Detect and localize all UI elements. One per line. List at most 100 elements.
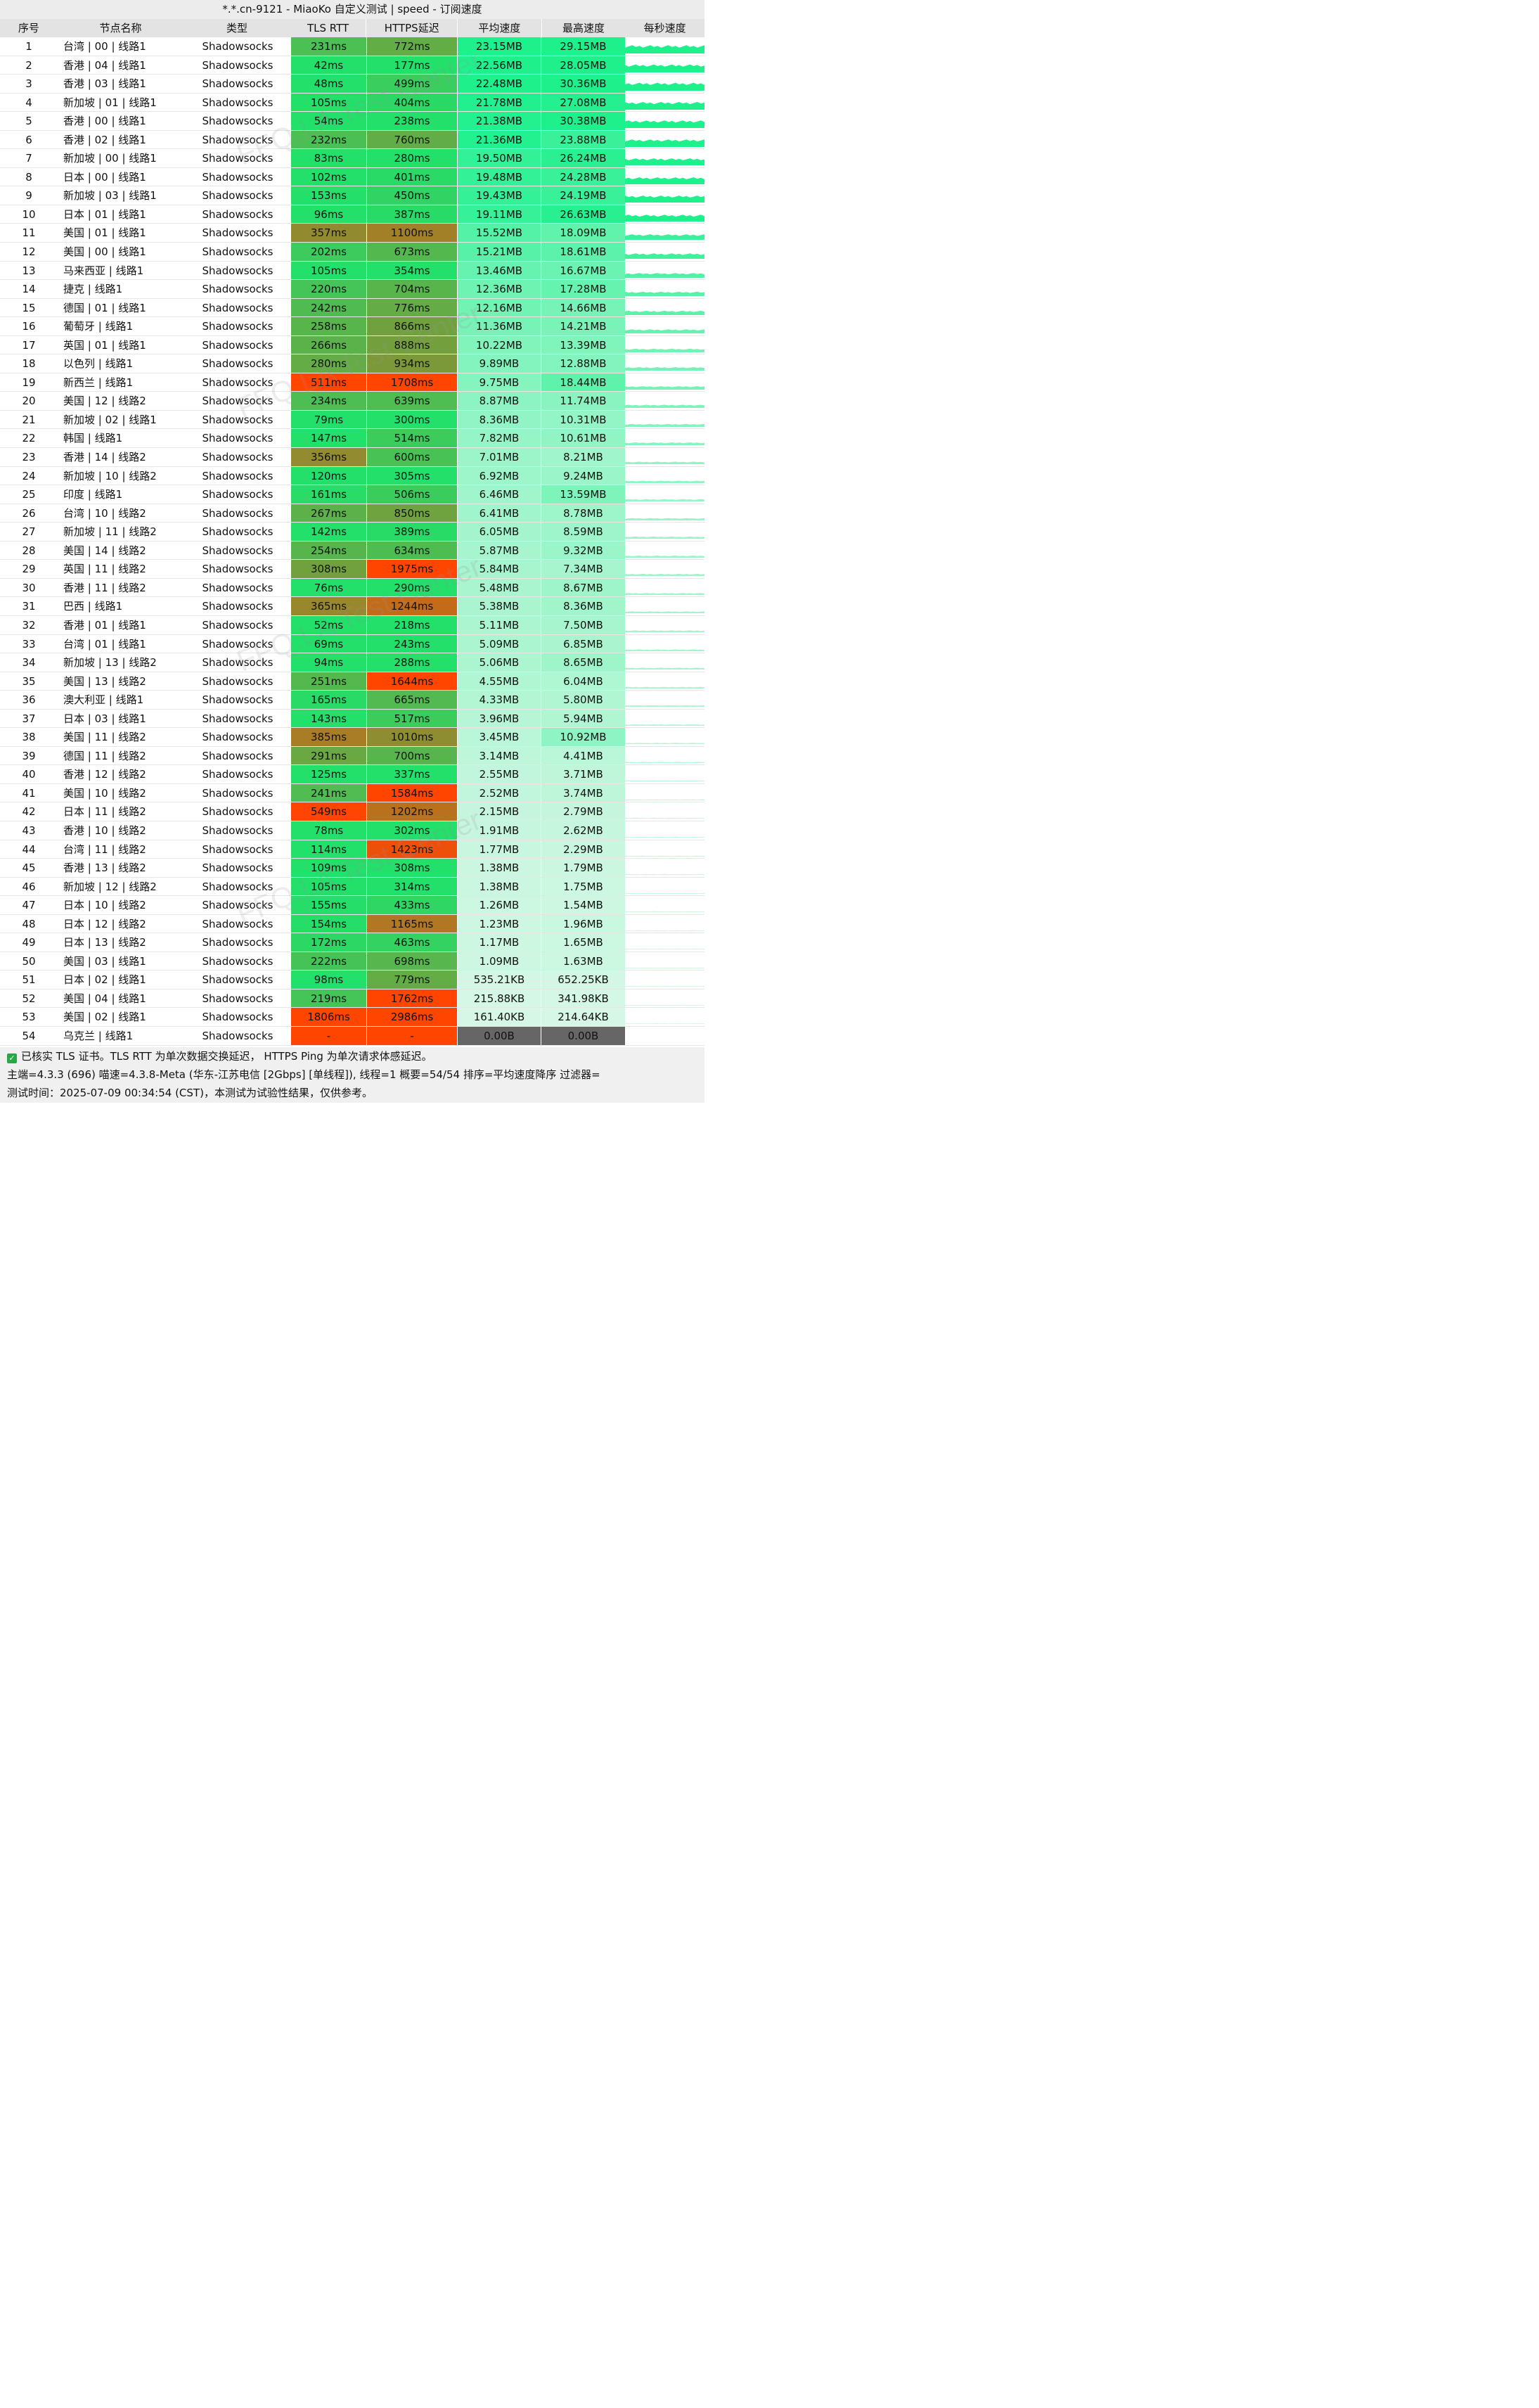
sparkline-area bbox=[625, 555, 704, 558]
header-tls-rtt[interactable]: TLS RTT bbox=[290, 19, 367, 37]
table-row[interactable]: 45 香港 | 13 | 线路2 Shadowsocks 109ms 308ms 1.38… bbox=[0, 859, 704, 878]
table-row[interactable]: 2 香港 | 04 | 线路1 Shadowsocks 42ms 177ms 22.56M… bbox=[0, 56, 704, 75]
table-row[interactable]: 46 新加坡 | 12 | 线路2 Shadowsocks 105ms 314ms 1.3… bbox=[0, 877, 704, 897]
table-row[interactable]: 50 美国 | 03 | 线路1 Shadowsocks 222ms 698ms 1.09… bbox=[0, 952, 704, 971]
table-row[interactable]: 37 日本 | 03 | 线路1 Shadowsocks 143ms 517ms 3.96… bbox=[0, 709, 704, 729]
row-index: 41 bbox=[22, 786, 36, 800]
speed-sparkline bbox=[625, 896, 704, 914]
avg-speed-cell: 2.15MB bbox=[458, 802, 541, 821]
header-max-speed[interactable]: 最高速度 bbox=[562, 22, 605, 34]
row-index: 53 bbox=[22, 1011, 36, 1024]
table-row[interactable]: 31 巴西 | 线路1 Shadowsocks 365ms 1244ms 5.38MB 8.… bbox=[0, 597, 704, 616]
https-latency-cell: 600ms bbox=[367, 448, 458, 466]
avg-speed-cell: 23.15MB bbox=[458, 37, 541, 56]
table-row[interactable]: 52 美国 | 04 | 线路1 Shadowsocks 219ms 1762ms 215… bbox=[0, 989, 704, 1008]
sparkline-graph bbox=[625, 1004, 704, 1006]
node-name: 香港 | 11 | 线路2 bbox=[63, 581, 146, 594]
header-type[interactable]: 类型 bbox=[226, 22, 247, 34]
node-name: 香港 | 12 | 线路2 bbox=[63, 768, 146, 781]
max-speed-cell: 1.96MB bbox=[541, 914, 625, 933]
table-row[interactable]: 51 日本 | 02 | 线路1 Shadowsocks 98ms 779ms 535.2… bbox=[0, 971, 704, 990]
node-name: 以色列 | 线路1 bbox=[63, 357, 134, 371]
table-row[interactable]: 48 日本 | 12 | 线路2 Shadowsocks 154ms 1165ms 1.2… bbox=[0, 914, 704, 934]
table-row[interactable]: 33 台湾 | 01 | 线路1 Shadowsocks 69ms 243ms 5.09M… bbox=[0, 634, 704, 654]
max-speed-cell: 10.31MB bbox=[541, 410, 625, 429]
sparkline-graph bbox=[625, 630, 704, 632]
table-row[interactable]: 36 澳大利亚 | 线路1 Shadowsocks 165ms 665ms 4.33MB 5… bbox=[0, 691, 704, 710]
table-row[interactable]: 29 英国 | 11 | 线路2 Shadowsocks 308ms 1975ms 5.8… bbox=[0, 560, 704, 579]
header-node-name[interactable]: 节点名称 bbox=[99, 22, 142, 34]
table-row[interactable]: 25 印度 | 线路1 Shadowsocks 161ms 506ms 6.46MB 13.… bbox=[0, 485, 704, 504]
table-row[interactable]: 28 美国 | 14 | 线路2 Shadowsocks 254ms 634ms 5.87… bbox=[0, 541, 704, 561]
table-row[interactable]: 49 日本 | 13 | 线路2 Shadowsocks 172ms 463ms 1.17… bbox=[0, 933, 704, 952]
table-row[interactable]: 1 台湾 | 00 | 线路1 Shadowsocks 231ms 772ms 23.15… bbox=[0, 37, 704, 56]
table-row[interactable]: 44 台湾 | 11 | 线路2 Shadowsocks 114ms 1423ms 1.7… bbox=[0, 840, 704, 859]
table-row[interactable]: 40 香港 | 12 | 线路2 Shadowsocks 125ms 337ms 2.55… bbox=[0, 765, 704, 784]
avg-speed-cell: 13.46MB bbox=[458, 261, 541, 280]
table-row[interactable]: 16 葡萄牙 | 线路1 Shadowsocks 258ms 866ms 11.36MB 1… bbox=[0, 317, 704, 336]
table-row[interactable]: 23 香港 | 14 | 线路2 Shadowsocks 356ms 600ms 7.01… bbox=[0, 448, 704, 467]
table-row[interactable]: 47 日本 | 10 | 线路2 Shadowsocks 155ms 433ms 1.26… bbox=[0, 896, 704, 915]
row-index: 44 bbox=[22, 843, 36, 856]
table-row[interactable]: 9 新加坡 | 03 | 线路1 Shadowsocks 153ms 450ms 19.4… bbox=[0, 186, 704, 205]
table-row[interactable]: 3 香港 | 03 | 线路1 Shadowsocks 48ms 499ms 22.48M… bbox=[0, 75, 704, 94]
table-row[interactable]: 21 新加坡 | 02 | 线路1 Shadowsocks 79ms 300ms 8.36… bbox=[0, 410, 704, 430]
sparkline-area bbox=[625, 648, 704, 651]
table-row[interactable]: 42 日本 | 11 | 线路2 Shadowsocks 549ms 1202ms 2.1… bbox=[0, 802, 704, 821]
table-row[interactable]: 7 新加坡 | 00 | 线路1 Shadowsocks 83ms 280ms 19.50… bbox=[0, 149, 704, 168]
table-row[interactable]: 18 以色列 | 线路1 Shadowsocks 280ms 934ms 9.89MB 12… bbox=[0, 354, 704, 373]
table-row[interactable]: 15 德国 | 01 | 线路1 Shadowsocks 242ms 776ms 12.1… bbox=[0, 298, 704, 318]
table-row[interactable]: 20 美国 | 12 | 线路2 Shadowsocks 234ms 639ms 8.87… bbox=[0, 392, 704, 411]
table-row[interactable]: 26 台湾 | 10 | 线路2 Shadowsocks 267ms 850ms 6.41… bbox=[0, 504, 704, 523]
node-name: 新加坡 | 10 | 线路2 bbox=[63, 469, 157, 482]
header-https-latency[interactable]: HTTPS延迟 bbox=[366, 19, 458, 37]
sparkline-area bbox=[625, 743, 704, 745]
node-type: Shadowsocks bbox=[202, 77, 273, 91]
table-row[interactable]: 35 美国 | 13 | 线路2 Shadowsocks 251ms 1644ms 4.5… bbox=[0, 672, 704, 691]
table-row[interactable]: 14 捷克 | 线路1 Shadowsocks 220ms 704ms 12.36MB 17… bbox=[0, 280, 704, 299]
table-row[interactable]: 12 美国 | 00 | 线路1 Shadowsocks 202ms 673ms 15.2… bbox=[0, 243, 704, 262]
table-row[interactable]: 22 韩国 | 线路1 Shadowsocks 147ms 514ms 7.82MB 10.… bbox=[0, 429, 704, 449]
max-speed-cell: 1.54MB bbox=[541, 896, 625, 914]
table-row[interactable]: 4 新加坡 | 01 | 线路1 Shadowsocks 105ms 404ms 21.7… bbox=[0, 93, 704, 113]
max-speed-cell: 29.15MB bbox=[541, 37, 625, 56]
speed-sparkline bbox=[625, 952, 704, 971]
table-row[interactable]: 10 日本 | 01 | 线路1 Shadowsocks 96ms 387ms 19.11… bbox=[0, 205, 704, 224]
table-row[interactable]: 11 美国 | 01 | 线路1 Shadowsocks 357ms 1100ms 15.… bbox=[0, 224, 704, 243]
table-row[interactable]: 43 香港 | 10 | 线路2 Shadowsocks 78ms 302ms 1.91M… bbox=[0, 821, 704, 840]
max-speed-cell: 23.88MB bbox=[541, 130, 625, 149]
header-per-second-speed[interactable]: 每秒速度 bbox=[643, 22, 686, 34]
table-row[interactable]: 38 美国 | 11 | 线路2 Shadowsocks 385ms 1010ms 3.4… bbox=[0, 728, 704, 747]
table-row[interactable]: 34 新加坡 | 13 | 线路2 Shadowsocks 94ms 288ms 5.06… bbox=[0, 653, 704, 672]
table-row[interactable]: 19 新西兰 | 线路1 Shadowsocks 511ms 1708ms 9.75MB 1… bbox=[0, 373, 704, 392]
node-type: Shadowsocks bbox=[202, 805, 273, 819]
table-row[interactable]: 13 马来西亚 | 线路1 Shadowsocks 105ms 354ms 13.46MB… bbox=[0, 261, 704, 281]
table-row[interactable]: 32 香港 | 01 | 线路1 Shadowsocks 52ms 218ms 5.11M… bbox=[0, 615, 704, 635]
table-row[interactable]: 54 乌克兰 | 线路1 Shadowsocks - -0.00B 0.00B bbox=[0, 1026, 704, 1046]
https-latency-cell: 1644ms bbox=[367, 672, 458, 691]
table-row[interactable]: 8 日本 | 00 | 线路1 Shadowsocks 102ms 401ms 19.48… bbox=[0, 167, 704, 187]
table-row[interactable]: 5 香港 | 00 | 线路1 Shadowsocks 54ms 238ms 21.38M… bbox=[0, 112, 704, 131]
header-avg-speed[interactable]: 平均速度 bbox=[458, 19, 542, 37]
https-latency-cell: 700ms bbox=[367, 746, 458, 765]
node-type: Shadowsocks bbox=[202, 1029, 273, 1042]
table-row[interactable]: 27 新加坡 | 11 | 线路2 Shadowsocks 142ms 389ms 6.0… bbox=[0, 523, 704, 542]
table-row[interactable]: 41 美国 | 10 | 线路2 Shadowsocks 241ms 1584ms 2.5… bbox=[0, 783, 704, 803]
table-row[interactable]: 53 美国 | 02 | 线路1 Shadowsocks 1806ms 2986ms 16… bbox=[0, 1008, 704, 1027]
table-row[interactable]: 17 英国 | 01 | 线路1 Shadowsocks 266ms 888ms 10.2… bbox=[0, 335, 704, 355]
node-type: Shadowsocks bbox=[202, 973, 273, 987]
table-row[interactable]: 39 德国 | 11 | 线路2 Shadowsocks 291ms 700ms 3.14… bbox=[0, 746, 704, 766]
sparkline-graph bbox=[625, 1023, 704, 1025]
avg-speed-cell: 21.78MB bbox=[458, 93, 541, 112]
tls-rtt-cell: 96ms bbox=[291, 205, 367, 224]
table-row[interactable]: 6 香港 | 02 | 线路1 Shadowsocks 232ms 760ms 21.36… bbox=[0, 130, 704, 150]
avg-speed-cell: 2.55MB bbox=[458, 765, 541, 783]
node-type: Shadowsocks bbox=[202, 451, 273, 464]
row-index: 54 bbox=[22, 1029, 36, 1042]
header-index[interactable]: 序号 bbox=[18, 22, 39, 34]
https-latency-cell: 772ms bbox=[367, 37, 458, 56]
tls-rtt-cell: 549ms bbox=[291, 802, 367, 821]
table-row[interactable]: 24 新加坡 | 10 | 线路2 Shadowsocks 120ms 305ms 6.9… bbox=[0, 466, 704, 486]
sparkline-graph bbox=[625, 385, 704, 390]
table-row[interactable]: 30 香港 | 11 | 线路2 Shadowsocks 76ms 290ms 5.48M… bbox=[0, 578, 704, 598]
